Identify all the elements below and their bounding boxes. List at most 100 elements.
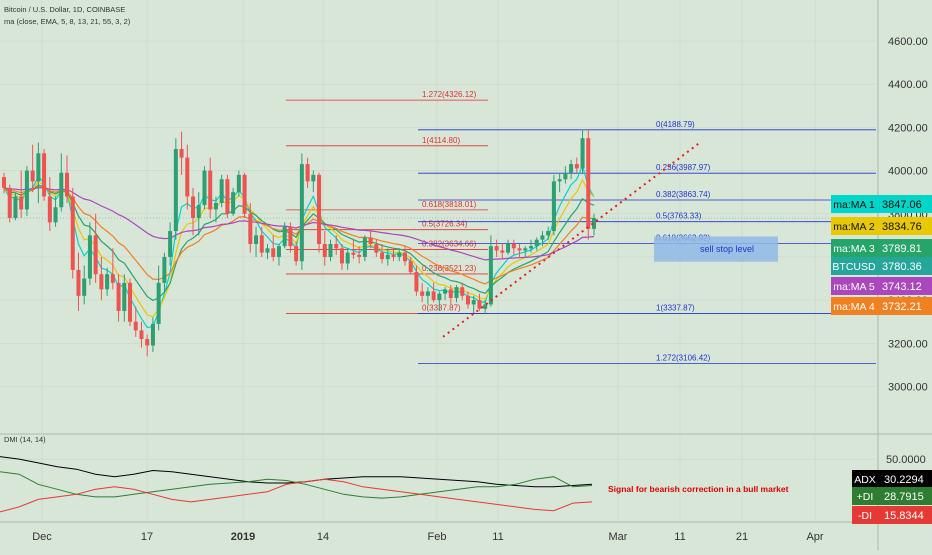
- ma-2-line: [3, 178, 595, 318]
- candle-body: [305, 164, 310, 182]
- candle-body: [420, 291, 425, 296]
- candle-body: [173, 148, 178, 232]
- dmi-label-1: ADX 30.2294: [852, 470, 932, 488]
- candle-body: [523, 248, 528, 251]
- candle-body: [42, 153, 47, 197]
- candle-body: [76, 269, 81, 296]
- fib-red-label: 0.382(3634.66): [422, 239, 477, 248]
- candle-body: [374, 243, 379, 253]
- candle-body: [500, 250, 505, 253]
- price-label-name-box: [831, 217, 878, 235]
- candle-body: [19, 196, 24, 210]
- price-label-name-box: [831, 297, 878, 315]
- dmi-tick-label: 50.0000: [886, 454, 926, 466]
- dmi-label-name-box: [852, 470, 878, 488]
- dmi-label-2: +DI 28.7915: [852, 487, 932, 505]
- candle-body: [591, 218, 597, 229]
- price-label-value: 3780.36: [882, 261, 922, 273]
- price-label-name-box: [831, 257, 878, 275]
- dmi-label-value-box: [878, 506, 932, 524]
- candle-body: [93, 235, 98, 275]
- price-label-name: ma:MA 4: [833, 301, 875, 313]
- candle-body: [380, 252, 385, 260]
- x-tick-label: 11: [674, 531, 685, 543]
- price-label-name: ma:MA 5: [833, 281, 875, 293]
- candle-body: [454, 287, 459, 298]
- candle-body: [586, 138, 591, 229]
- x-tick-label: Mar: [609, 531, 628, 543]
- candle-body: [282, 226, 287, 247]
- x-tick-label: Feb: [428, 531, 447, 543]
- y-tick-label: 4200.00: [888, 122, 928, 134]
- x-tick-label: Dec: [32, 531, 52, 543]
- candle-body: [254, 235, 259, 244]
- price-label-name-box: [831, 239, 878, 257]
- dmi-label-name: +DI: [857, 491, 874, 503]
- candle-body: [339, 248, 344, 264]
- candle-body: [414, 272, 419, 292]
- candle-body: [150, 323, 155, 346]
- price-label-value: 3743.12: [882, 281, 922, 293]
- candle-body: [334, 243, 339, 249]
- fib-blue-label: 0(4188.79): [656, 120, 695, 129]
- fib-blue-label: 1.272(3106.42): [656, 354, 711, 363]
- candle-body: [546, 231, 551, 236]
- dmi-label-value-box: [878, 487, 932, 505]
- fib-red-label: 0.618(3818.01): [422, 200, 477, 209]
- candle-body: [569, 164, 574, 173]
- x-tick-label: Apr: [806, 531, 823, 543]
- candle-body: [133, 321, 138, 331]
- ma-header: ma (close, EMA, 5, 8, 13, 21, 55, 3, 2): [4, 17, 131, 26]
- candle-body: [122, 282, 127, 311]
- plus-di-line: [0, 471, 593, 499]
- fib-red-label: 1.272(4326.12): [422, 90, 477, 99]
- candle-body: [162, 256, 167, 283]
- candle-body: [70, 196, 75, 270]
- dmi-label-value-box: [878, 470, 932, 488]
- candle-body: [231, 192, 236, 214]
- candle-body: [191, 196, 196, 219]
- dmi-label-value: 15.8344: [884, 510, 924, 522]
- fib-blue-label: 0.382(3863.74): [656, 190, 711, 199]
- dmi-header: DMI (14, 14): [4, 435, 46, 444]
- candle-body: [105, 274, 110, 290]
- sell-stop-label: sell stop level: [700, 244, 754, 254]
- candle-body: [179, 148, 184, 158]
- price-label-name: ma:MA 1: [833, 199, 875, 211]
- candle-body: [202, 170, 207, 206]
- dmi-label-value: 30.2294: [884, 474, 924, 486]
- candle-body: [99, 274, 104, 290]
- price-label-name-box: [831, 277, 878, 295]
- candle-body: [276, 246, 281, 257]
- candle-body: [30, 170, 35, 182]
- candle-body: [208, 170, 213, 210]
- candle-body: [116, 282, 121, 311]
- candle-body: [448, 289, 453, 298]
- candle-body: [219, 179, 224, 203]
- candle-body: [580, 138, 585, 169]
- candle-body: [317, 174, 322, 244]
- candle-body: [563, 172, 568, 180]
- candle-body: [7, 187, 12, 219]
- candle-body: [437, 293, 442, 301]
- candle-body: [36, 153, 41, 182]
- candle-body: [248, 213, 253, 244]
- price-label-value-box: [878, 217, 932, 235]
- candle-layer[interactable]: [1, 129, 597, 357]
- candle-body: [288, 226, 293, 247]
- candle-body: [534, 239, 539, 247]
- candle-body: [431, 291, 436, 301]
- y-tick-label: 4000.00: [888, 166, 928, 178]
- candle-body: [494, 246, 499, 251]
- candle-body: [408, 261, 413, 273]
- candle-body: [145, 338, 150, 346]
- candle-body: [557, 179, 562, 182]
- price-label-4: BTCUSD 3780.36: [831, 257, 932, 275]
- candle-body: [443, 289, 448, 294]
- candle-body: [368, 237, 373, 244]
- candle-body: [471, 300, 476, 305]
- candle-body: [362, 237, 367, 257]
- candle-body: [47, 196, 52, 223]
- candle-body: [391, 254, 396, 257]
